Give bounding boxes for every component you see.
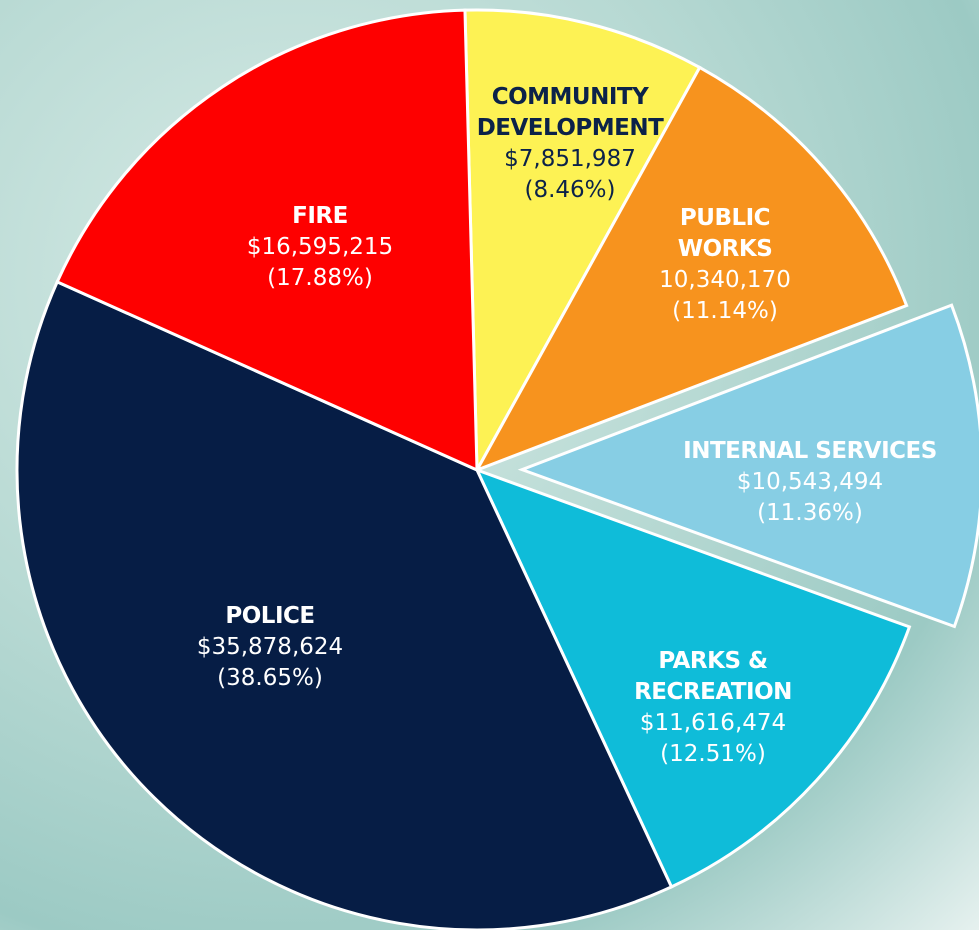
value-label: $7,851,987	[504, 146, 636, 172]
percent-label: (11.14%)	[672, 298, 778, 324]
slice-label: COMMUNITY DEVELOPMENT $7,851,987 (8.46%)	[470, 82, 670, 206]
slice-label: PARKS & RECREATION $11,616,474 (12.51%)	[613, 646, 813, 770]
slice-label: INTERNAL SERVICES $10,543,494 (11.36%)	[650, 436, 970, 529]
category-label: PARKS & RECREATION	[634, 648, 792, 705]
category-label: COMMUNITY DEVELOPMENT	[476, 84, 664, 141]
pie-slice	[517, 303, 979, 629]
pie-slice	[473, 65, 909, 473]
category-label: PUBLIC WORKS	[677, 205, 773, 262]
percent-label: (8.46%)	[524, 177, 616, 203]
category-label: INTERNAL SERVICES	[683, 438, 937, 464]
percent-label: (17.88%)	[267, 265, 373, 291]
value-label: $11,616,474	[639, 710, 787, 736]
percent-label: (38.65%)	[217, 665, 323, 691]
pie-slice	[463, 8, 702, 476]
slice-label: POLICE $35,878,624 (38.65%)	[145, 601, 395, 694]
pie-slice	[474, 467, 912, 889]
value-label: $16,595,215	[246, 234, 394, 260]
category-label: POLICE	[225, 603, 315, 629]
pie-slice	[15, 279, 674, 930]
value-label: $35,878,624	[196, 634, 344, 660]
slice-label: PUBLIC WORKS 10,340,170 (11.14%)	[645, 203, 805, 327]
percent-label: (11.36%)	[757, 500, 863, 526]
value-label: 10,340,170	[659, 267, 791, 293]
percent-label: (12.51%)	[660, 741, 766, 767]
value-label: $10,543,494	[736, 469, 884, 495]
slice-label: FIRE $16,595,215 (17.88%)	[220, 201, 420, 294]
pie-slice	[55, 8, 479, 473]
category-label: FIRE	[292, 203, 348, 229]
